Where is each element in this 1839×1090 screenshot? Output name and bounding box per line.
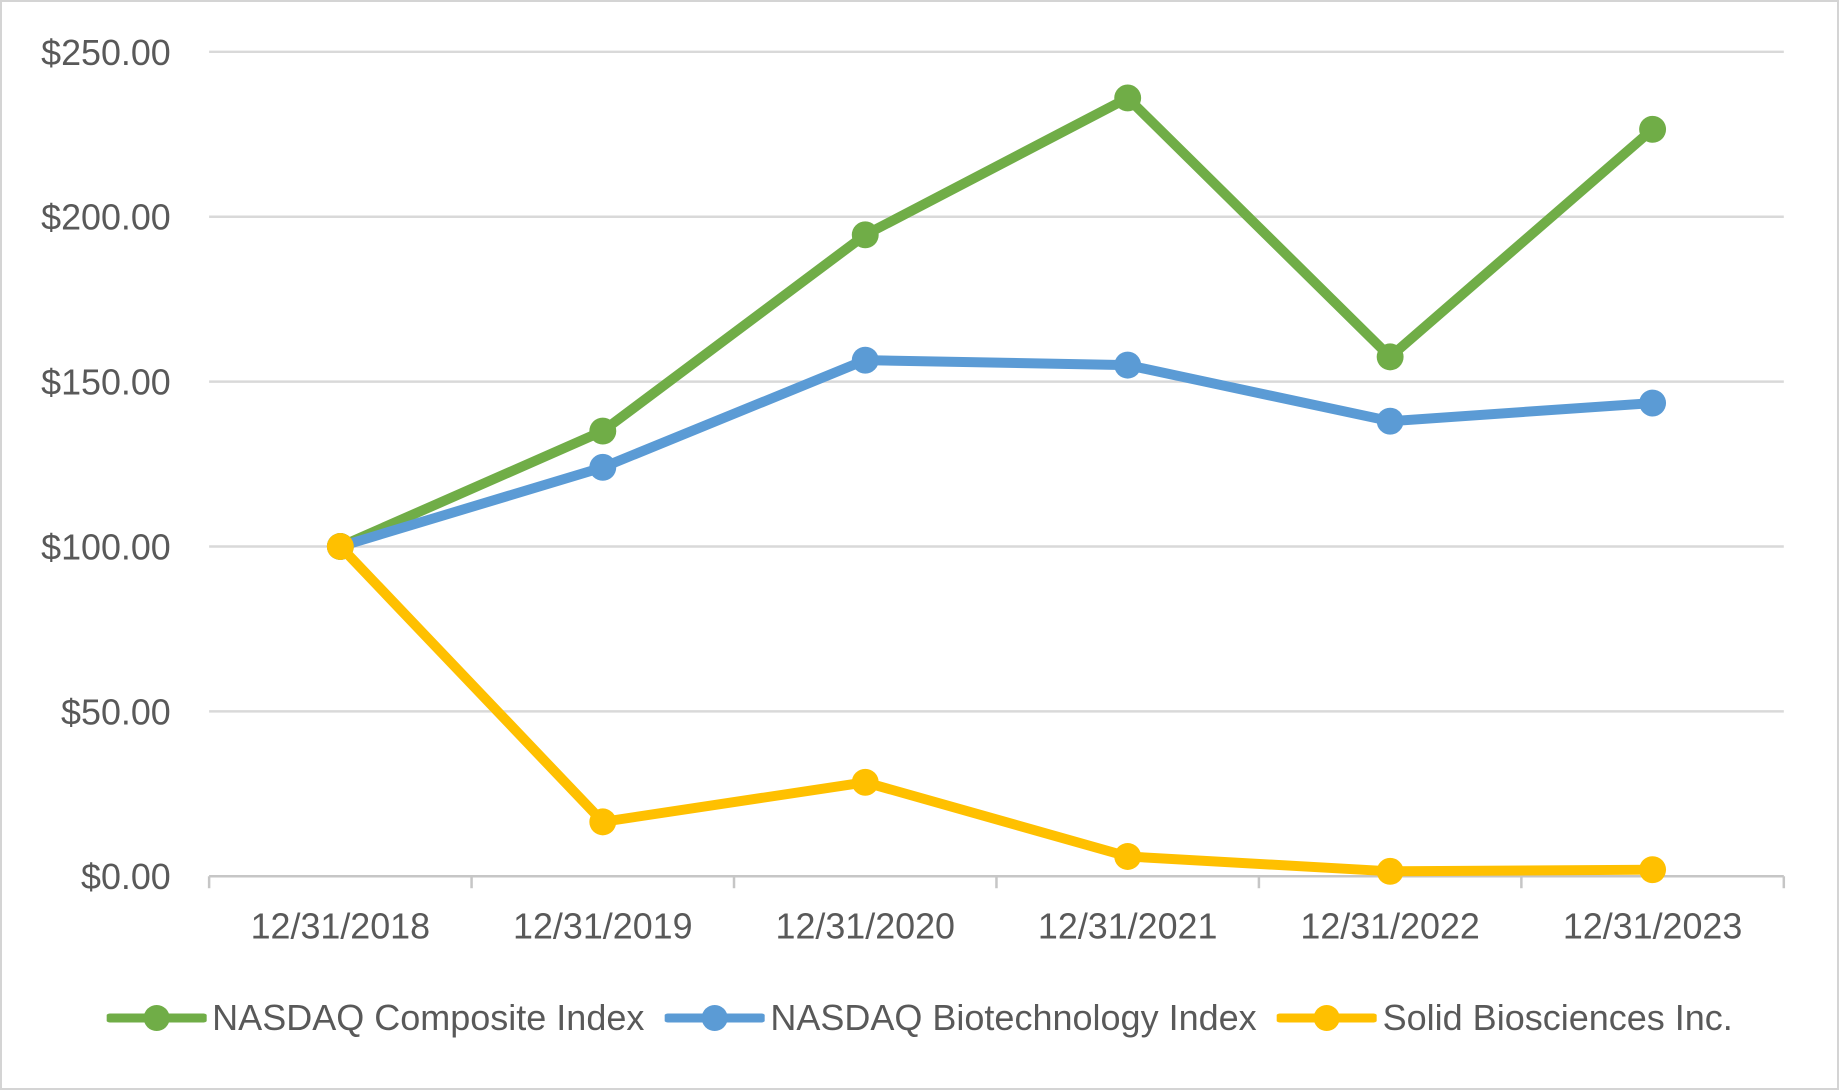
x-tick-label: 12/31/2021 xyxy=(1038,907,1217,947)
x-tick-label: 12/31/2019 xyxy=(513,907,692,947)
data-point-marker xyxy=(326,533,354,560)
series-line xyxy=(335,93,1658,552)
data-point-marker xyxy=(1376,343,1404,371)
legend-item-nasdaq-composite: NASDAQ Composite Index xyxy=(106,1000,644,1036)
series-line xyxy=(335,355,1658,552)
legend-label-nasdaq-composite: NASDAQ Composite Index xyxy=(212,997,645,1038)
legend-line-marker-swatch-yellow xyxy=(1276,1005,1377,1031)
legend-label-nasdaq-biotechnology: NASDAQ Biotechnology Index xyxy=(770,997,1257,1038)
data-point-marker xyxy=(851,221,879,249)
data-point-marker xyxy=(1376,857,1404,885)
data-point-marker xyxy=(589,453,617,481)
y-tick-label: $0.00 xyxy=(81,857,171,897)
data-point-marker xyxy=(589,417,617,445)
data-point-marker xyxy=(1114,84,1142,112)
data-point-marker xyxy=(1376,407,1404,435)
data-point-marker xyxy=(1639,389,1667,417)
legend-item-nasdaq-biotechnology: NASDAQ Biotechnology Index xyxy=(664,997,1257,1038)
y-tick-label: $250.00 xyxy=(41,33,171,73)
y-tick-label: $150.00 xyxy=(41,363,171,403)
x-tick-label: 12/31/2020 xyxy=(775,907,954,947)
legend-item-solid-biosciences: Solid Biosciences Inc. xyxy=(1276,997,1733,1038)
legend-label-solid-biosciences: Solid Biosciences Inc. xyxy=(1382,997,1733,1038)
x-tick-label: 12/31/2022 xyxy=(1300,907,1479,947)
x-tick-label: 12/31/2023 xyxy=(1563,907,1742,947)
data-point-marker xyxy=(851,346,879,374)
series-line xyxy=(335,541,1658,877)
data-point-marker xyxy=(1639,856,1667,884)
data-point-marker xyxy=(1114,351,1142,379)
y-tick-label: $200.00 xyxy=(41,198,171,238)
chart-legend: NASDAQ Composite Index NASDAQ Biotechnol… xyxy=(106,1000,1733,1036)
y-tick-label: $50.00 xyxy=(61,692,171,732)
legend-line-marker-swatch-green xyxy=(106,1005,207,1031)
data-point-marker xyxy=(1114,843,1142,870)
data-point-marker xyxy=(589,808,617,836)
legend-line-marker-swatch-blue xyxy=(664,1005,765,1031)
y-tick-label: $100.00 xyxy=(41,527,171,567)
data-point-marker xyxy=(851,768,879,796)
data-point-marker xyxy=(1639,115,1667,143)
x-tick-label: 12/31/2018 xyxy=(251,907,430,947)
